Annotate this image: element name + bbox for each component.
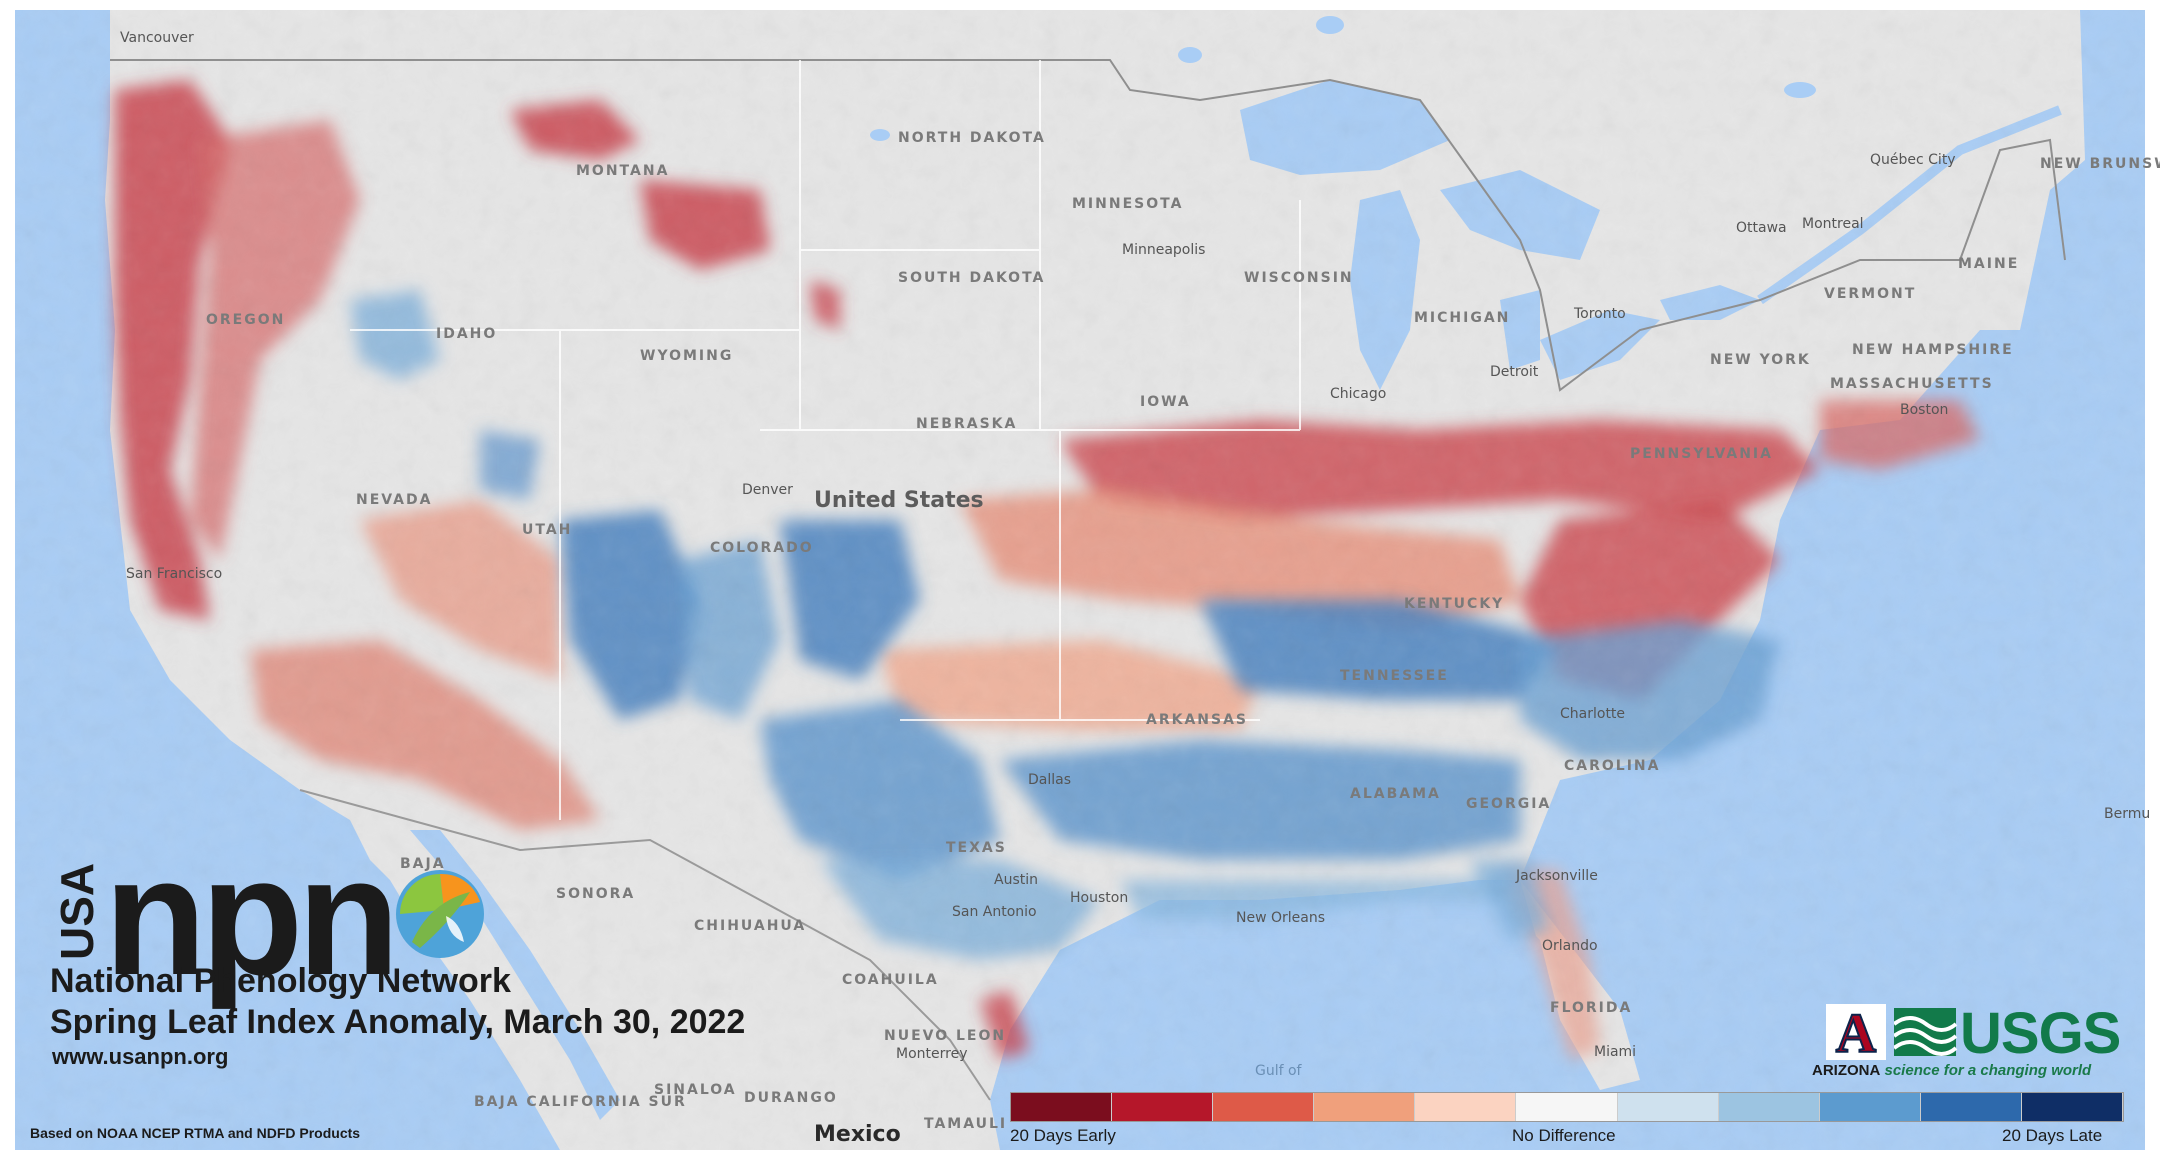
label-san-antonio: San Antonio	[952, 904, 1037, 920]
label-baja: BAJA	[400, 856, 446, 872]
label-sonora: SONORA	[556, 886, 636, 902]
source-note: Based on NOAA NCEP RTMA and NDFD Product…	[30, 1125, 361, 1141]
svg-text:A: A	[1836, 1004, 1877, 1060]
label-oregon: OREGON	[206, 312, 286, 328]
legend-label-late: 20 Days Late	[2002, 1126, 2103, 1145]
label-texas: TEXAS	[946, 840, 1007, 856]
legend-swatch-4	[1415, 1093, 1517, 1121]
label-nuevo-leon: NUEVO LEON	[884, 1028, 1007, 1044]
legend-swatch-10	[2021, 1093, 2124, 1121]
label-minnesota: MINNESOTA	[1072, 196, 1184, 212]
legend-swatch-7	[1718, 1093, 1820, 1121]
label-new-brunswick: NEW BRUNSWICK	[2040, 156, 2160, 172]
label-san-francisco: San Francisco	[126, 566, 223, 582]
label-kentucky: KENTUCKY	[1404, 596, 1505, 612]
label-alabama: ALABAMA	[1350, 786, 1441, 802]
label-florida: FLORIDA	[1550, 1000, 1633, 1016]
label-orlando: Orlando	[1542, 938, 1598, 954]
label-maine: MAINE	[1958, 256, 2020, 272]
legend-swatch-6	[1617, 1093, 1719, 1121]
label-colorado: COLORADO	[710, 540, 814, 556]
label-montreal: Montreal	[1802, 216, 1864, 232]
map-title: Spring Leaf Index Anomaly, March 30, 202…	[50, 1003, 746, 1041]
label-bermuda: Bermu	[2104, 806, 2151, 822]
legend-label-early: 20 Days Early	[1010, 1126, 1116, 1145]
label-wyoming: WYOMING	[640, 348, 734, 364]
usa-logo-text: USA	[51, 862, 103, 960]
label-idaho: IDAHO	[436, 326, 498, 342]
label-georgia: GEORGIA	[1466, 796, 1552, 812]
label-boston: Boston	[1900, 402, 1949, 418]
label-montana: MONTANA	[576, 163, 670, 179]
label-carolina: CAROLINA	[1564, 758, 1661, 774]
arizona-logo-icon: A	[1826, 1004, 1886, 1060]
legend-swatch-9	[1920, 1093, 2022, 1121]
label-new-orleans: New Orleans	[1236, 910, 1326, 926]
label-quebec-city: Québec City	[1870, 152, 1956, 168]
label-wisconsin: WISCONSIN	[1244, 270, 1354, 286]
label-chicago: Chicago	[1330, 386, 1387, 402]
label-south-dakota: SOUTH DAKOTA	[898, 270, 1046, 286]
label-sinaloa: SINALOA	[654, 1082, 737, 1098]
label-miami: Miami	[1594, 1044, 1637, 1060]
label-austin: Austin	[994, 872, 1038, 888]
legend-swatch-3	[1314, 1093, 1416, 1121]
label-minneapolis: Minneapolis	[1122, 242, 1206, 258]
label-arkansas: ARKANSAS	[1146, 712, 1249, 728]
legend-swatch-2	[1213, 1093, 1315, 1121]
label-nebraska: NEBRASKA	[916, 416, 1018, 432]
label-chihuahua: CHIHUAHUA	[694, 918, 807, 934]
label-tamauli: TAMAULI	[924, 1116, 1008, 1132]
npn-globe-icon	[396, 870, 484, 958]
label-durango: DURANGO	[744, 1090, 838, 1106]
label-nevada: NEVADA	[356, 492, 433, 508]
small-lakes	[870, 16, 1816, 141]
label-iowa: IOWA	[1140, 394, 1191, 410]
label-vermont: VERMONT	[1824, 286, 1917, 302]
usgs-tagline: science for a changing world	[1884, 1062, 2092, 1079]
label-utah: UTAH	[522, 522, 573, 538]
legend-label-center: No Difference	[1512, 1126, 1616, 1145]
label-vancouver: Vancouver	[120, 30, 194, 46]
legend-colorbar	[1010, 1092, 2124, 1122]
label-toronto: Toronto	[1574, 306, 1626, 322]
label-ottawa: Ottawa	[1736, 220, 1787, 236]
label-tennessee: TENNESSEE	[1340, 668, 1449, 684]
website-url: www.usanpn.org	[52, 1044, 229, 1069]
npn-logo-text: npn	[104, 822, 400, 1010]
label-pennsylvania: PENNSYLVANIA	[1630, 446, 1773, 462]
usgs-logo-text: USGS	[1960, 1001, 2121, 1066]
label-michigan: MICHIGAN	[1414, 310, 1511, 326]
label-massachusetts: MASSACHUSETTS	[1830, 376, 1994, 392]
label-dallas: Dallas	[1028, 772, 1072, 788]
label-detroit: Detroit	[1490, 364, 1539, 380]
legend-swatch-5	[1516, 1093, 1618, 1121]
label-charlotte: Charlotte	[1560, 706, 1626, 722]
usgs-logo-icon	[1894, 1008, 1958, 1056]
label-north-dakota: NORTH DAKOTA	[898, 130, 1046, 146]
label-jacksonville: Jacksonville	[1516, 868, 1598, 884]
label-coahuila: COAHUILA	[842, 972, 939, 988]
label-denver: Denver	[742, 482, 793, 498]
map-texture	[15, 10, 2145, 1150]
borders	[110, 59, 2066, 1101]
label-baja-california-sur: BAJA CALIFORNIA SUR	[474, 1094, 687, 1110]
label-mexico: Mexico	[814, 1122, 901, 1147]
label-new-york: NEW YORK	[1710, 352, 1811, 368]
label-houston: Houston	[1070, 890, 1129, 906]
label-monterrey: Monterrey	[896, 1046, 968, 1062]
legend-swatch-1	[1112, 1093, 1214, 1121]
legend-swatch-0	[1011, 1093, 1113, 1121]
label-new-hampshire: NEW HAMPSHIRE	[1852, 342, 2014, 358]
arizona-name: ARIZONA	[1812, 1062, 1881, 1079]
label-united-states: United States	[814, 488, 984, 513]
partner-tagline: ARIZONA science for a changing world	[1812, 1062, 2091, 1079]
legend-swatch-8	[1819, 1093, 1921, 1121]
state-lines	[350, 60, 1301, 820]
organization-name: National Phenology Network	[50, 962, 511, 1000]
gulf-label: Gulf of	[1255, 1063, 1303, 1079]
